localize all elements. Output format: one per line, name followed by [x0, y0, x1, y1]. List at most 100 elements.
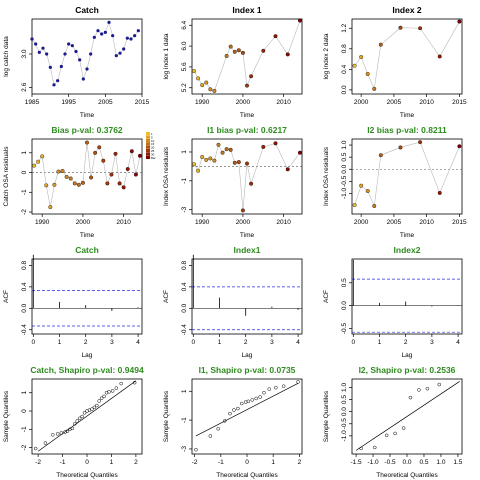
chart-title: I1, Shapiro p-val: 0.0735 — [199, 365, 296, 375]
data-point — [122, 47, 126, 51]
data-point — [44, 183, 49, 188]
qq-point — [73, 422, 77, 426]
plot-frame — [31, 138, 143, 215]
y-tick-label: -1 — [21, 426, 28, 432]
data-point — [192, 162, 197, 167]
x-tick-label: 2 — [404, 339, 408, 346]
legend-label: 20 — [151, 146, 155, 150]
data-point — [236, 48, 241, 53]
x-tick-label: 0 — [31, 339, 35, 346]
x-tick-label: 1 — [110, 459, 114, 466]
data-point — [72, 181, 77, 186]
qq-point — [132, 380, 137, 385]
chart-title: Bias p-val: 0.3762 — [51, 125, 123, 135]
chart-panel-p1: Catch Time log catch data 1985 1995 2005 2015 2… — [3, 5, 150, 119]
qq-point — [104, 390, 109, 395]
y-tick-label: 0.8 — [341, 44, 348, 53]
x-tick-label: -1.5 — [350, 459, 362, 466]
y-axis-label: Catch OSA residuals — [3, 146, 10, 207]
qq-point — [85, 409, 89, 413]
legend-label: 1 — [151, 132, 153, 136]
data-point — [59, 64, 63, 69]
data-point — [196, 168, 201, 173]
x-tick-label: 0.5 — [419, 459, 428, 466]
x-tick-label: 2010 — [116, 219, 131, 226]
data-point — [92, 35, 96, 39]
data-point — [64, 174, 69, 179]
x-tick-label: 1990 — [35, 219, 50, 226]
data-point — [56, 169, 61, 174]
qq-point — [63, 430, 67, 434]
y-axis-label: Index OSA residuals — [323, 146, 330, 206]
legend-swatch — [146, 142, 150, 146]
qq-point — [384, 433, 389, 438]
data-point — [125, 167, 130, 171]
x-tick-label: 2000 — [354, 219, 369, 226]
plot-frame — [351, 258, 463, 335]
qq-point — [80, 414, 84, 419]
chart-panel-p9: Index2 Lag ACF 0 1 2 3 4 -0.5 0.0 0.5 — [323, 245, 463, 359]
x-tick-label: 0 — [245, 459, 249, 466]
y-axis-label: Index OSA residuals — [163, 146, 170, 206]
qq-point — [437, 382, 442, 387]
y-axis-label: log index 1 data — [163, 33, 170, 79]
x-tick-label: 1985 — [25, 99, 40, 106]
y-tick-label: 1 — [181, 389, 188, 393]
y-tick-label: 0.4 — [181, 282, 188, 291]
y-tick-label: 0.0 — [181, 303, 188, 312]
qq-point — [408, 395, 413, 400]
qq-point — [92, 405, 97, 410]
x-tick-label: 1995 — [61, 99, 76, 106]
data-point — [48, 65, 52, 69]
qq-point — [228, 411, 232, 416]
data-point — [96, 29, 100, 33]
plot-frame — [31, 378, 143, 455]
data-point — [97, 145, 102, 150]
x-tick-label: 2 — [244, 339, 248, 346]
data-point — [365, 189, 370, 193]
legend-swatch — [146, 145, 150, 149]
data-point — [40, 154, 45, 159]
legend-swatch — [146, 132, 150, 136]
data-point — [372, 204, 377, 208]
series-line — [193, 20, 301, 92]
qq-reference-line — [355, 381, 460, 451]
y-tick-label: 0.4 — [341, 64, 348, 73]
data-point — [34, 42, 38, 46]
y-tick-label: 0.5 — [341, 278, 348, 287]
data-point — [121, 185, 126, 190]
qq-point — [372, 445, 377, 450]
y-tick-label: 0.0 — [341, 407, 348, 416]
qq-point — [281, 384, 286, 388]
x-axis-label: Time — [400, 112, 415, 119]
y-tick-label: 0.0 — [341, 85, 348, 94]
data-point — [68, 176, 73, 181]
x-tick-label: 2005 — [387, 99, 402, 106]
plot-frame — [31, 18, 143, 95]
data-point — [359, 55, 364, 59]
x-tick-label: 0 — [85, 459, 89, 466]
y-axis-label: Sample Quantiles — [323, 390, 330, 442]
x-tick-label: 0 — [191, 339, 195, 346]
y-tick-label: -0.4 — [21, 324, 28, 336]
data-point — [100, 32, 104, 36]
qq-point — [95, 403, 99, 408]
data-point — [216, 142, 221, 147]
x-tick-label: 1 — [271, 459, 275, 466]
y-tick-label: 1 — [21, 151, 28, 155]
data-point — [125, 36, 129, 40]
x-tick-label: 2000 — [236, 219, 251, 226]
qq-point — [236, 406, 240, 411]
x-tick-label: 1.0 — [436, 459, 445, 466]
data-point — [200, 83, 205, 88]
x-tick-label: 2010 — [276, 99, 291, 106]
data-point — [196, 76, 201, 81]
x-tick-label: -1 — [218, 459, 224, 466]
data-point — [136, 29, 140, 33]
x-tick-label: 4 — [456, 339, 460, 346]
qq-point — [70, 426, 75, 431]
data-point — [224, 54, 229, 58]
data-point — [437, 190, 442, 195]
qq-point — [90, 407, 94, 411]
